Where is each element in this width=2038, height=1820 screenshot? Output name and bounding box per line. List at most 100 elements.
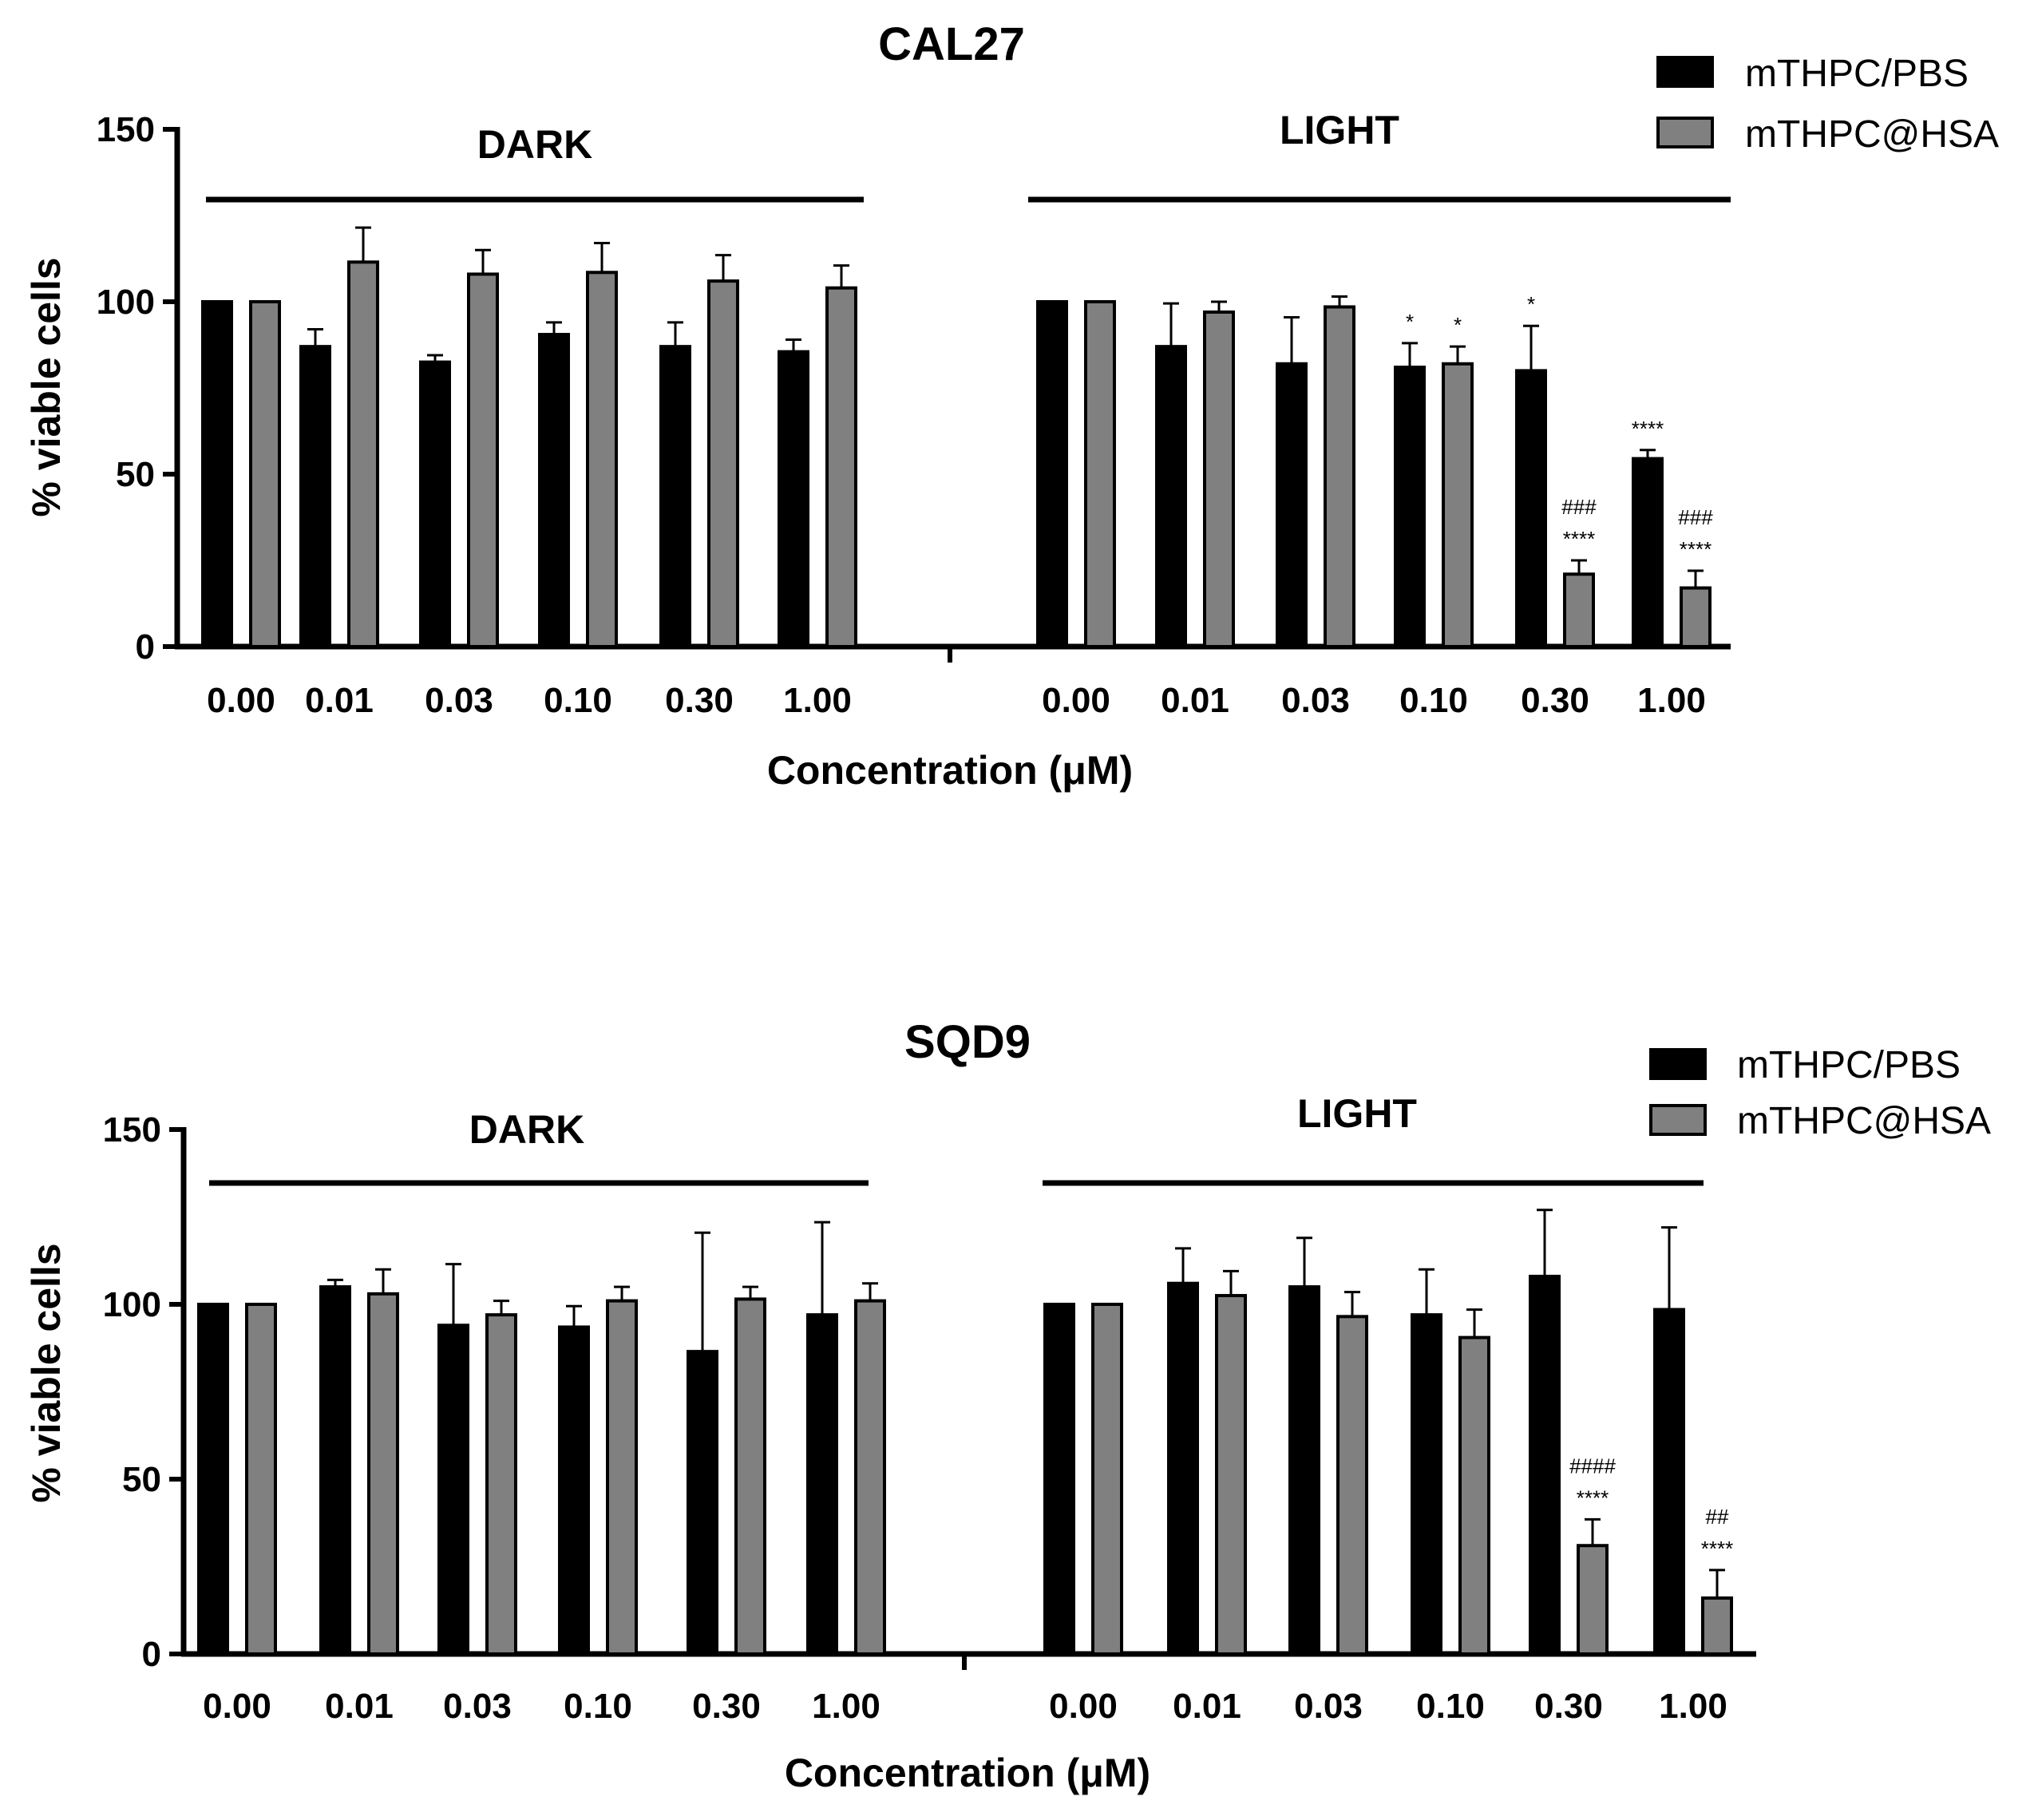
group-label-light: LIGHT [1280, 108, 1399, 152]
bar-mthpc-pbs [538, 333, 570, 648]
significance-marker: ### [1678, 505, 1713, 529]
significance-marker: * [1527, 292, 1535, 316]
y-tick-label: 150 [103, 1110, 161, 1149]
bar-mthpc-hsa [1563, 572, 1595, 649]
x-tick-label: 0.03 [443, 1687, 512, 1726]
y-tick-label: 0 [136, 627, 155, 667]
bar-mthpc-hsa [1577, 1544, 1609, 1656]
bar-mthpc-hsa [367, 1292, 399, 1656]
bar-mthpc-pbs [437, 1323, 469, 1656]
bar-mthpc-pbs [1288, 1285, 1320, 1656]
bar-mthpc-pbs [1411, 1313, 1442, 1656]
x-axis-label: Concentration (μM) [767, 748, 1133, 793]
x-tick-label: 0.10 [1399, 681, 1468, 720]
x-tick-label: 0.01 [305, 681, 374, 720]
bar-mthpc-hsa [249, 300, 281, 648]
x-tick-label: 0.03 [425, 681, 493, 720]
bar-mthpc-hsa [707, 279, 739, 648]
x-tick-label: 0.01 [325, 1687, 394, 1726]
bar-mthpc-pbs [197, 1303, 229, 1656]
significance-marker: ## [1706, 1505, 1729, 1529]
bar-mthpc-hsa [825, 286, 857, 648]
significance-marker: **** [1632, 417, 1664, 441]
legend-label-hsa: mTHPC@HSA [1737, 1100, 1991, 1142]
significance-marker: **** [1577, 1486, 1609, 1509]
bar-mthpc-pbs [558, 1325, 590, 1656]
x-tick-label: 0.00 [203, 1687, 271, 1726]
y-axis-label: % viable cells [24, 257, 69, 516]
y-tick-label: 100 [103, 1285, 161, 1324]
bar-mthpc-pbs [1043, 1303, 1075, 1656]
bar-mthpc-hsa [1091, 1303, 1123, 1656]
chart-panel-cal27: CAL27 % viable cells Concentration (μM) … [24, 18, 1999, 793]
legend: mTHPC/PBS mTHPC@HSA [1649, 1044, 1991, 1142]
bar-mthpc-hsa [467, 272, 499, 648]
bar-mthpc-pbs [1036, 300, 1068, 648]
bar-mthpc-hsa [1458, 1335, 1490, 1656]
bar-mthpc-pbs [1529, 1274, 1561, 1656]
x-tick-label: 0.03 [1281, 681, 1350, 720]
group-label-dark: DARK [477, 122, 592, 167]
plot-area: 0 50 100 150 0.00 0.01 0.03 0.10 0.30 1.00 0.00 0.0… [97, 110, 1731, 720]
x-tick-label: 0.03 [1294, 1687, 1363, 1726]
bar-mthpc-pbs [659, 345, 691, 648]
bar-mthpc-pbs [201, 300, 233, 648]
bar-mthpc-hsa [606, 1299, 638, 1656]
legend: mTHPC/PBS mTHPC@HSA [1656, 53, 1999, 156]
group-label-dark: DARK [469, 1107, 584, 1152]
x-tick-label: 0.30 [692, 1687, 761, 1726]
bar-mthpc-pbs [1653, 1308, 1685, 1656]
bar-mthpc-hsa [1701, 1596, 1733, 1656]
y-tick-label: 0 [142, 1635, 161, 1674]
y-tick-label: 50 [116, 455, 155, 494]
bar-mthpc-hsa [1442, 362, 1474, 648]
bar-mthpc-hsa [1680, 586, 1712, 648]
bar-mthpc-hsa [485, 1313, 517, 1656]
bar-mthpc-pbs [687, 1350, 718, 1656]
legend-label-hsa: mTHPC@HSA [1745, 113, 1999, 156]
bar-mthpc-hsa [347, 260, 379, 648]
significance-marker: * [1406, 310, 1414, 334]
x-tick-label: 0.00 [1042, 681, 1110, 720]
x-tick-label: 1.00 [812, 1687, 880, 1726]
legend-swatch-pbs [1656, 56, 1714, 88]
x-tick-label: 0.00 [207, 681, 275, 720]
significance-marker: **** [1701, 1537, 1733, 1561]
x-tick-label: 1.00 [1659, 1687, 1727, 1726]
y-tick-label: 50 [122, 1460, 161, 1499]
legend-swatch-hsa [1649, 1104, 1707, 1136]
bar-mthpc-pbs [419, 360, 451, 648]
bar-mthpc-hsa [1215, 1294, 1247, 1656]
significance-marker: #### [1569, 1454, 1616, 1478]
bar-mthpc-hsa [1084, 300, 1116, 648]
significance-marker: ### [1561, 495, 1597, 519]
x-tick-label: 0.30 [1521, 681, 1589, 720]
x-tick-label: 1.00 [783, 681, 852, 720]
bar-mthpc-pbs [299, 345, 331, 648]
bar-mthpc-hsa [1324, 305, 1355, 648]
chart-title: CAL27 [878, 18, 1025, 70]
bar-mthpc-pbs [1394, 366, 1426, 648]
x-tick-label: 0.10 [564, 1687, 632, 1726]
group-label-light: LIGHT [1297, 1091, 1417, 1136]
bar-mthpc-pbs [778, 350, 809, 648]
x-tick-label: 1.00 [1637, 681, 1706, 720]
y-tick-label: 100 [97, 283, 155, 322]
significance-marker: **** [1563, 527, 1595, 551]
x-tick-label: 0.10 [544, 681, 612, 720]
bar-mthpc-pbs [806, 1313, 838, 1656]
legend-label-pbs: mTHPC/PBS [1737, 1044, 1961, 1086]
bar-mthpc-hsa [1203, 310, 1235, 648]
bar-mthpc-hsa [734, 1297, 766, 1656]
x-tick-label: 0.30 [665, 681, 734, 720]
significance-marker: **** [1680, 537, 1712, 561]
x-tick-label: 0.30 [1534, 1687, 1603, 1726]
x-axis-label: Concentration (μM) [785, 1751, 1150, 1795]
chart-panel-sqd9: SQD9 % viable cells Concentration (μM) D… [24, 1016, 1991, 1795]
plot-area: 0 50 100 150 0.00 0.01 0.03 0.10 0.30 1.00 0.00 0.0… [103, 1110, 1756, 1726]
bar-mthpc-pbs [319, 1285, 351, 1656]
bar-mthpc-pbs [1632, 457, 1664, 648]
bar-mthpc-pbs [1515, 369, 1547, 648]
bar-mthpc-hsa [245, 1303, 277, 1656]
